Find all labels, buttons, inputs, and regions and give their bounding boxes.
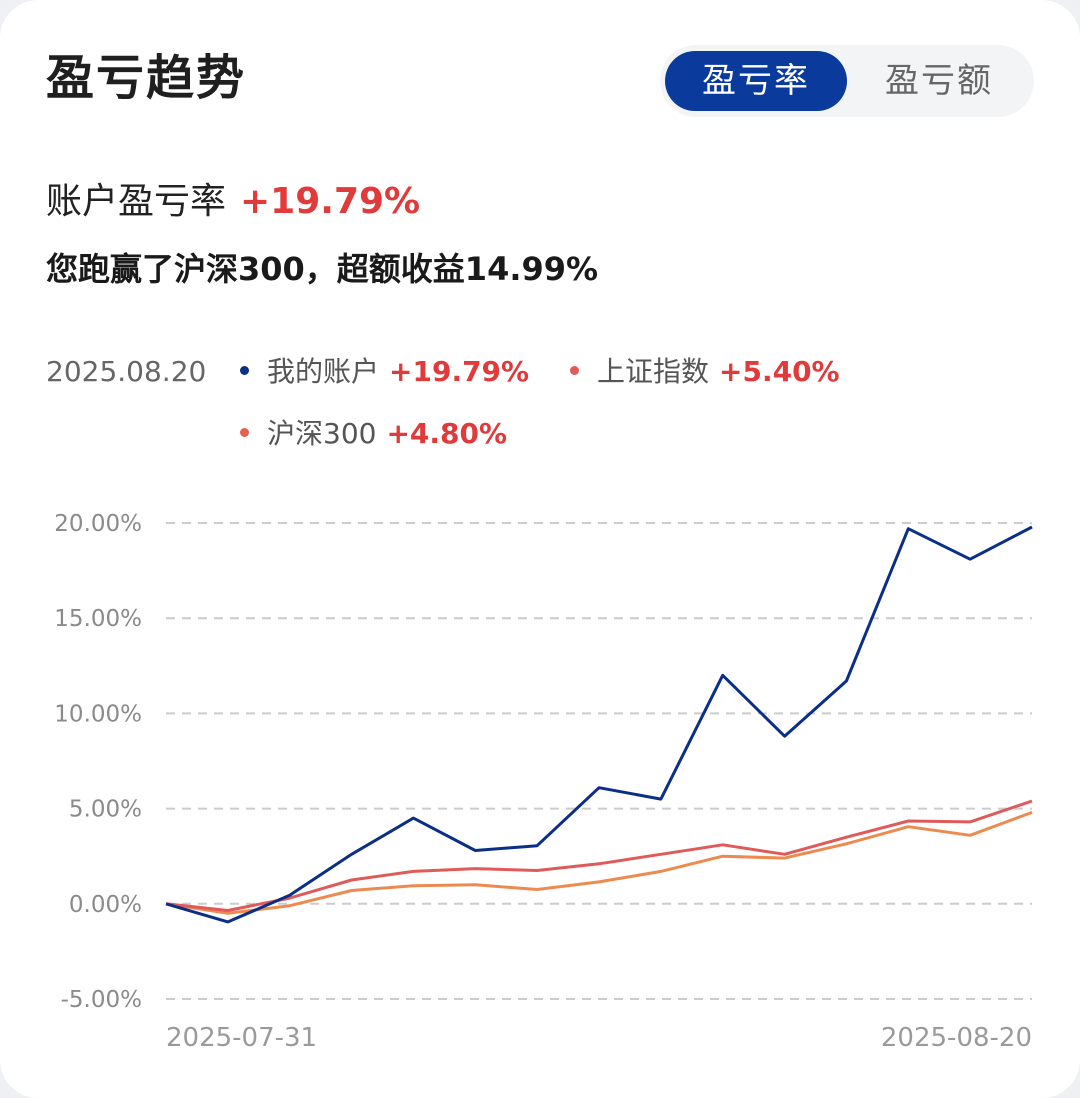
y-tick-label: 5.00% [69,797,142,823]
legend-dot [240,365,249,375]
series-line [165,799,1033,912]
legend-item-sse-index: 上证指数 +5.40% [570,350,840,394]
y-axis-labels: 20.00% 15.00% 10.00% 5.00% 0.00% -5.00% [54,511,142,1013]
legend-label: 沪深300 [267,417,377,450]
y-tick-label: -5.00% [61,987,142,1013]
legend-item-csi300: 沪深300 +4.80% [240,412,507,456]
x-axis-labels: 2025-07-31 2025-08-20 [166,1023,1032,1053]
y-tick-label: 15.00% [54,606,142,632]
legend-label: 我的账户 [267,355,380,388]
series-line [165,525,1033,924]
grid-lines [166,522,1032,1000]
tab-profit-rate[interactable]: 盈亏率 [665,51,847,111]
metric-toggle: 盈亏率 盈亏额 [660,45,1034,117]
legend-item-my-account: 我的账户 +19.79% [240,350,529,394]
legend-date: 2025.08.20 [46,355,207,388]
legend-value: +4.80% [386,417,508,450]
y-tick-label: 0.00% [69,892,142,918]
legend-dot [240,427,249,437]
card-title: 盈亏趋势 [46,50,247,106]
series-lines [165,525,1033,924]
y-tick-label: 10.00% [54,701,142,727]
x-tick-label: 2025-07-31 [166,1023,317,1053]
profit-rate-line-chart[interactable]: 20.00% 15.00% 10.00% 5.00% 0.00% -5.00% 2025-… [0,490,1080,1070]
y-tick-label: 20.00% [54,511,142,537]
legend-value: +19.79% [389,355,530,388]
legend-dot [570,365,579,375]
legend-value: +5.40% [719,355,840,388]
tab-profit-amount[interactable]: 盈亏额 [885,61,993,101]
account-profit-rate: 账户盈亏率 +19.79% [46,176,420,228]
legend-label: 上证指数 [597,355,710,388]
excess-return-text: 您跑赢了沪深300，超额收益14.99% [46,250,599,288]
account-profit-rate-label: 账户盈亏率 [46,181,227,222]
x-tick-label: 2025-08-20 [881,1023,1032,1053]
series-line [165,810,1033,915]
account-profit-rate-value: +19.79% [240,181,421,222]
